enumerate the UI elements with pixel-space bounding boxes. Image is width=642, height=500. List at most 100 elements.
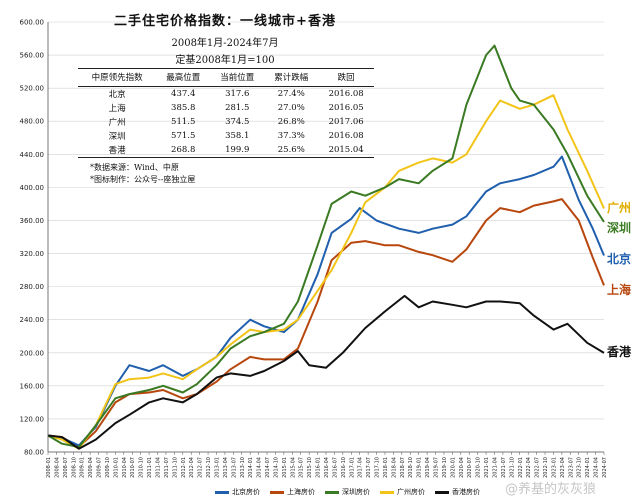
chart-title: 二手住宅价格指数：一线城市+香港 (114, 14, 336, 29)
x-tick-label: 2013-01 (214, 457, 220, 478)
y-tick-label: 480.00 (20, 118, 45, 126)
y-tick-label: 360.00 (20, 217, 45, 225)
x-axis: 2008-01 2008-04 2008-07 2008-10 2009-01 2009-… (46, 452, 608, 478)
stats-table-body: 北京 437.4 317.6 27.4% 2016.08 上海 385.8 281.5 27.0… (78, 87, 374, 158)
chart-base: 定基2008年1月=100 (175, 55, 275, 66)
y-tick-label: 400.00 (20, 184, 45, 192)
x-tick-label: 2018-01 (383, 457, 389, 478)
x-tick-label: 2021-01 (484, 457, 490, 478)
table-header-cell: 最高位置 (156, 68, 211, 87)
legend-item: 深圳房价 (325, 487, 370, 497)
x-tick-label: 2011-07 (164, 457, 170, 478)
x-tick-label: 2022-10 (543, 457, 549, 478)
x-tick-label: 2014-10 (273, 457, 279, 478)
table-cell: 199.9 (210, 143, 265, 158)
end-label-shenzhen: 深圳 (607, 221, 632, 235)
table-row: 上海 385.8 281.5 27.0% 2016.05 (78, 101, 374, 115)
table-row: 北京 437.4 317.6 27.4% 2016.08 (78, 87, 374, 102)
x-tick-label: 2015-07 (299, 457, 305, 478)
legend-label: 深圳房价 (342, 488, 370, 496)
x-tick-label: 2020-07 (467, 457, 473, 478)
legend-label: 广州房价 (397, 488, 425, 496)
table-cell: 2016.08 (328, 131, 364, 141)
x-tick-label: 2020-01 (450, 457, 456, 478)
table-cell: 27.0% (277, 103, 305, 113)
x-tick-label: 2013-04 (223, 457, 229, 478)
table-cell: 香港 (78, 143, 157, 158)
x-tick-label: 2015-01 (282, 457, 288, 478)
y-tick-label: 200.00 (20, 349, 45, 357)
x-tick-label: 2023-10 (577, 457, 583, 478)
x-tick-label: 2013-07 (231, 457, 237, 478)
source-note: *数据来源：Wind、中原 (90, 163, 179, 172)
table-cell: 2015.04 (318, 143, 374, 158)
table-cell: 26.8% (277, 117, 305, 127)
x-tick-label: 2011-04 (156, 457, 162, 478)
watermark: @养基的灰灰狼 (505, 482, 597, 497)
legend-swatch (215, 490, 229, 494)
x-tick-label: 2009-01 (80, 457, 86, 478)
legend-label: 上海房价 (287, 488, 315, 496)
table-cell: 深圳 (108, 132, 126, 142)
y-tick-label: 440.00 (20, 151, 45, 159)
x-tick-label: 2008-10 (71, 457, 77, 478)
series-line-beijing (47, 155, 605, 447)
x-tick-label: 2011-10 (172, 457, 178, 478)
table-row: 香港 268.8 199.9 25.6% 2015.04 (78, 143, 374, 158)
table-cell: 374.5 (225, 117, 250, 127)
table-row: 广州 511.5 374.5 26.8% 2017.06 (78, 115, 374, 129)
x-tick-label: 2019-04 (425, 457, 431, 478)
table-cell: 385.8 (171, 103, 196, 113)
chart-period: 2008年1月-2024年7月 (171, 38, 279, 49)
legend-label: 北京房价 (232, 488, 260, 496)
x-tick-label: 2008-07 (63, 457, 69, 478)
table-cell: 37.3% (277, 131, 305, 141)
table-cell: 358.1 (225, 131, 250, 141)
series-line-hongkong (47, 294, 605, 450)
x-tick-label: 2020-10 (476, 457, 482, 478)
legend-swatch (435, 490, 449, 494)
y-tick-label: 120.00 (20, 415, 45, 423)
x-tick-label: 2010-10 (139, 457, 145, 478)
y-tick-label: 280.00 (20, 283, 45, 291)
x-tick-label: 2018-04 (391, 457, 397, 478)
x-tick-label: 2019-07 (434, 457, 440, 478)
table-cell: 2016.05 (328, 103, 364, 113)
table-header-cell: 累计跌幅 (264, 68, 319, 87)
legend-swatch (270, 490, 284, 494)
table-cell: 上海 (108, 104, 126, 114)
x-tick-label: 2015-04 (290, 457, 296, 478)
end-label-shanghai: 上海 (607, 283, 632, 297)
series-lines (47, 44, 605, 450)
x-tick-label: 2010-01 (113, 457, 119, 478)
table-header-cell: 中原领先指数 (78, 68, 157, 87)
x-tick-label: 2009-04 (88, 457, 94, 478)
x-tick-label: 2016-01 (316, 457, 322, 478)
x-tick-label: 2009-07 (97, 457, 103, 478)
x-tick-label: 2008-04 (54, 457, 60, 478)
x-tick-label: 2017-01 (349, 457, 355, 478)
x-tick-label: 2021-04 (492, 457, 498, 478)
y-axis: 80.00 120.00 160.00 200.00 240.00 280.00 320.0… (20, 19, 45, 457)
end-label-guangzhou: 广州 (607, 201, 632, 215)
table-cell: 511.5 (171, 117, 196, 127)
x-tick-label: 2018-10 (408, 457, 414, 478)
x-tick-label: 2020-04 (459, 457, 465, 478)
table-cell: 2017.06 (328, 117, 364, 127)
y-tick-label: 320.00 (20, 250, 45, 258)
x-tick-label: 2024-07 (602, 457, 608, 478)
x-tick-label: 2014-01 (248, 457, 254, 478)
legend-item: 香港房价 (435, 487, 480, 497)
x-tick-label: 2012-04 (189, 457, 195, 478)
table-cell: 317.6 (225, 89, 250, 99)
y-tick-label: 520.00 (20, 85, 45, 93)
end-label-hongkong: 香港 (607, 345, 632, 359)
legend-label: 香港房价 (452, 488, 480, 496)
end-label-beijing: 北京 (607, 252, 632, 266)
x-tick-label: 2008-01 (46, 457, 52, 478)
stats-table-header: 中原领先指数 最高位置 当前位置 累计跌幅 跌回 (78, 68, 374, 87)
table-cell: 571.5 (171, 131, 196, 141)
table-header-cell: 跌回 (318, 68, 374, 87)
x-tick-label: 2016-07 (332, 457, 338, 478)
table-cell: 广州 (108, 118, 126, 128)
